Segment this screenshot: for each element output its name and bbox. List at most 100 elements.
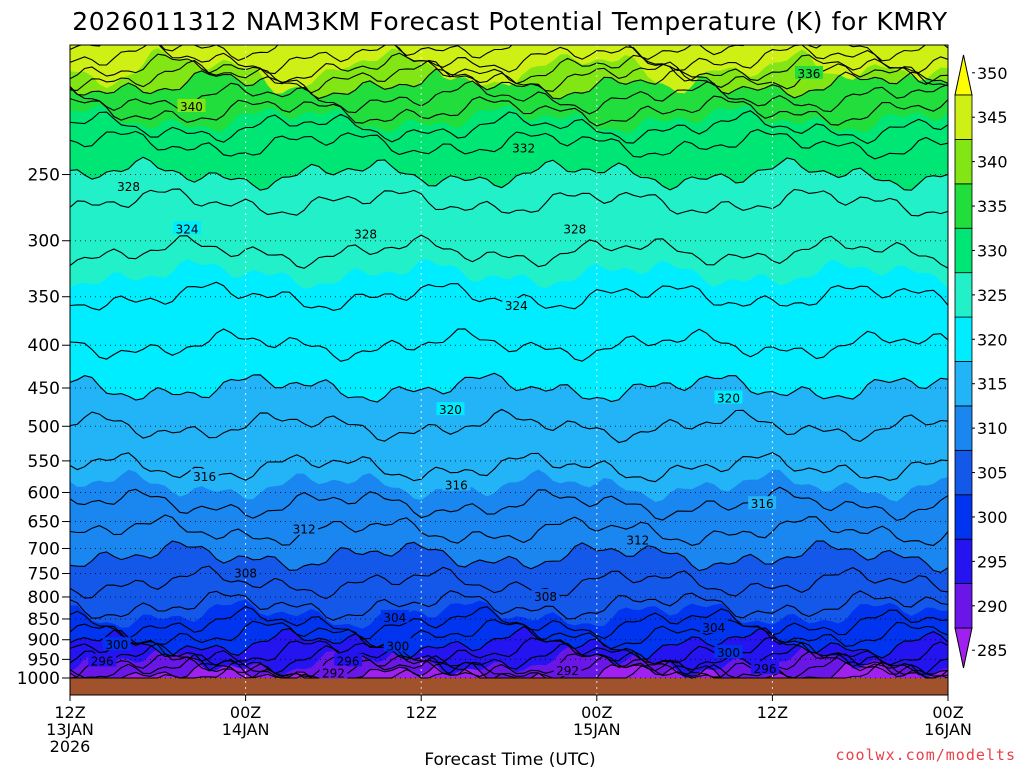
contour-300: [70, 625, 948, 661]
contour-308: [70, 565, 948, 600]
svg-text:336: 336: [798, 67, 821, 81]
colorbar-label: 345: [977, 108, 1008, 127]
colorbar-segment: [954, 583, 973, 629]
colorbar-segment: [954, 361, 973, 407]
contour-label: 316: [748, 496, 777, 511]
contour-label: 324: [173, 221, 202, 236]
colorbar-label: 295: [977, 552, 1008, 571]
contour-328: [70, 188, 948, 217]
svg-text:300: 300: [386, 639, 409, 653]
contour-346: [70, 45, 948, 75]
colorbar-bottom-arrow: [954, 627, 973, 669]
contour-label: 320: [714, 390, 743, 406]
contour-312: [70, 514, 948, 547]
svg-text:312: 312: [293, 523, 316, 537]
colorbar-label: 340: [977, 153, 1008, 172]
x-tick-label: 13JAN: [46, 720, 94, 739]
y-tick-label: 950: [28, 650, 60, 670]
contour-344: [70, 52, 948, 86]
contour-label: 336: [794, 65, 823, 81]
contour-label: 328: [351, 226, 380, 241]
colorbar-segment: [954, 183, 973, 229]
contour-label: 304: [380, 609, 409, 625]
contour-label: 292: [319, 665, 348, 681]
contour-label: 328: [114, 178, 143, 194]
plot-frame: [69, 44, 949, 696]
contour-314: [70, 486, 948, 521]
y-tick-label: 1000: [17, 669, 60, 689]
contour-label: 312: [290, 521, 319, 537]
contour-330: [70, 156, 948, 191]
svg-text:316: 316: [193, 470, 216, 484]
contour-label: 300: [714, 645, 743, 660]
contour-338: [70, 80, 948, 115]
svg-text:292: 292: [322, 667, 345, 681]
contour-336: [70, 95, 948, 127]
x-tick-label: 15JAN: [573, 720, 621, 739]
contour-322: [70, 328, 948, 362]
y-tick-label: 300: [28, 232, 60, 252]
contour-294: [70, 650, 948, 679]
colorbar-segment: [954, 227, 973, 274]
svg-text:304: 304: [383, 611, 406, 625]
svg-text:340: 340: [180, 100, 203, 114]
x-tick-label: 12Z: [54, 703, 85, 722]
colorbar-segment: [954, 538, 973, 584]
contour-label: 292: [553, 662, 582, 678]
svg-text:300: 300: [717, 646, 740, 660]
contour-label: 296: [334, 653, 363, 669]
colorbar-label: 285: [977, 641, 1008, 660]
contour-label: 300: [102, 637, 131, 652]
svg-text:304: 304: [702, 621, 725, 635]
x-tick-label: 00Z: [932, 703, 963, 722]
x-tick-label: 16JAN: [924, 720, 972, 739]
colorbar-segment: [954, 449, 973, 496]
colorbar-label: 300: [977, 508, 1008, 527]
contour-labels: 340 336 332 328 328 328 324 324 320 320 316 316 316 3…: [88, 65, 823, 681]
contour-label: 340: [177, 98, 206, 114]
contour-label: 300: [383, 638, 412, 653]
colorbar-label: 315: [977, 375, 1008, 394]
x-tick-label: 12Z: [757, 703, 788, 722]
y-tick-label: 650: [28, 513, 60, 533]
colorbar-label: 335: [977, 197, 1008, 216]
ground: [70, 678, 948, 695]
x-tick-label: 00Z: [230, 703, 261, 722]
y-tick-label: 900: [28, 631, 60, 651]
svg-text:292: 292: [556, 664, 579, 678]
svg-text:308: 308: [534, 590, 557, 604]
contour-340: [70, 68, 948, 100]
theta-contours: [70, 45, 948, 679]
contour-298: [70, 636, 948, 666]
contour-290: [70, 658, 948, 679]
x-tick-label: 00Z: [581, 703, 612, 722]
colorbar-label: 350: [977, 64, 1008, 83]
colorbar-segment: [954, 94, 973, 140]
colorbar-label: 290: [977, 597, 1008, 616]
x-axis-label: Forecast Time (UTC): [424, 750, 595, 768]
svg-text:332: 332: [512, 141, 535, 155]
svg-text:328: 328: [354, 227, 377, 241]
colorbar-label: 320: [977, 330, 1008, 349]
colorbar-segment: [954, 316, 973, 362]
grid-lines: [70, 45, 948, 695]
svg-text:320: 320: [717, 392, 740, 406]
contour-318: [70, 408, 948, 444]
svg-text:296: 296: [337, 655, 360, 669]
credit-text: coolwx.com/modelts: [835, 746, 1016, 764]
svg-text:308: 308: [234, 567, 257, 581]
x-tick-label: 2026: [50, 737, 91, 756]
contour-348: [70, 45, 948, 62]
svg-text:296: 296: [91, 655, 114, 669]
svg-text:312: 312: [626, 534, 649, 548]
x-tick-label: 12Z: [406, 703, 437, 722]
svg-text:296: 296: [754, 662, 777, 676]
y-tick-label: 750: [28, 565, 60, 585]
contour-320: [70, 372, 948, 403]
svg-text:324: 324: [505, 299, 528, 313]
contour-label: 296: [88, 653, 117, 669]
contour-label: 320: [436, 402, 465, 417]
pressure-axis: 2503003504004505005506006507007508008509…: [17, 166, 70, 689]
contour-label: 324: [502, 297, 531, 313]
